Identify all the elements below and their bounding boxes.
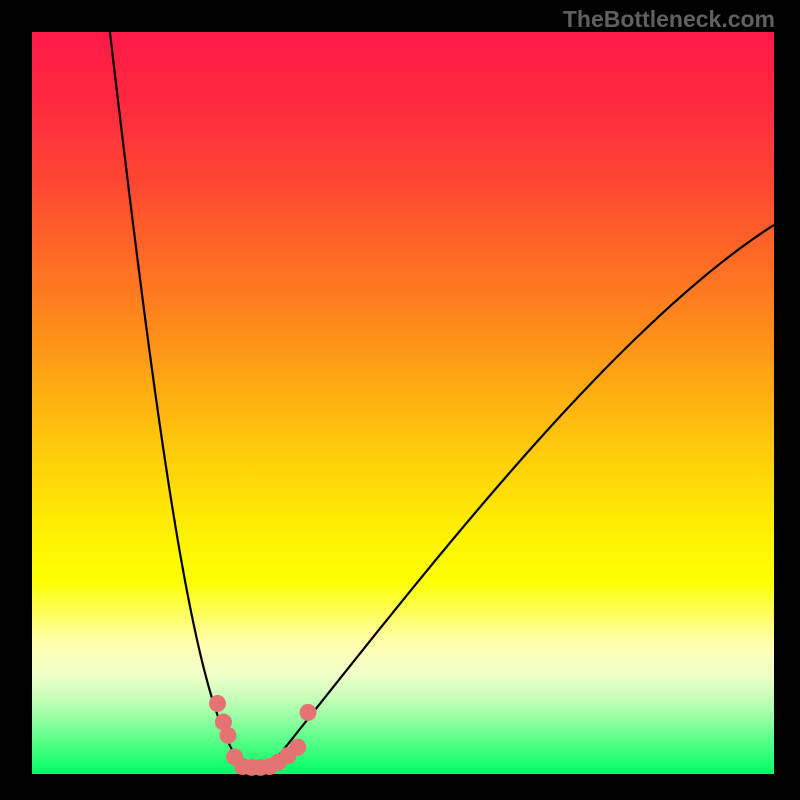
watermark-text: TheBottleneck.com [563, 6, 775, 33]
plot-background [32, 32, 774, 774]
chart-root: { "canvas": { "width": 800, "height": 80… [0, 0, 800, 800]
